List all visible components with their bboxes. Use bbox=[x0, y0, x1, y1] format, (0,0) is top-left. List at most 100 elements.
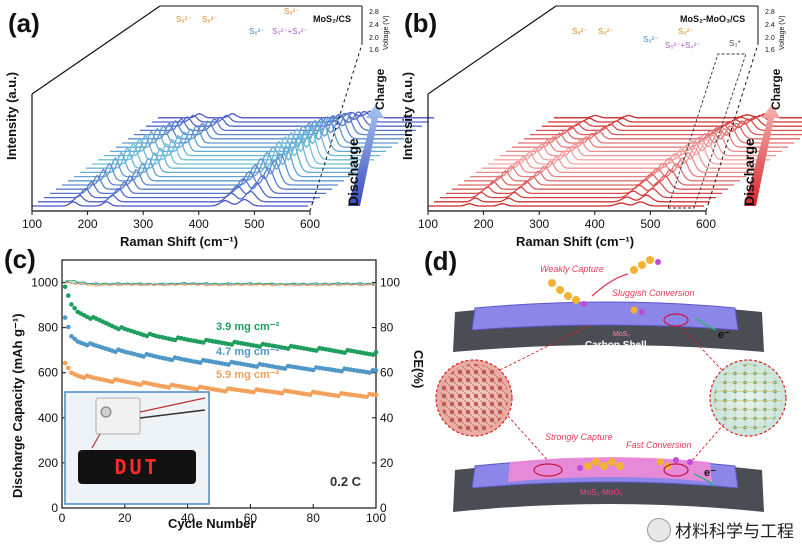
raman-spectrum-line bbox=[38, 190, 314, 203]
capacity-point bbox=[336, 393, 341, 399]
capacity-point bbox=[373, 392, 379, 398]
capacity-point bbox=[314, 348, 319, 353]
raman-spectrum-line bbox=[68, 153, 344, 182]
capacity-point bbox=[282, 366, 288, 371]
capacity-point bbox=[66, 324, 71, 330]
capacity-point bbox=[69, 334, 74, 339]
raman-spectrum-line bbox=[470, 157, 746, 178]
y-tick-label: 600 bbox=[38, 366, 58, 380]
raman-spectrum-line bbox=[50, 174, 326, 195]
raman-spectrum-line bbox=[458, 168, 734, 186]
led-display bbox=[78, 450, 196, 484]
panel-c-letter: (c) bbox=[4, 244, 36, 274]
raman-spectrum-line bbox=[494, 138, 770, 161]
panel-a: (a) Intensity (a.u.) 100 200 300 400 500 600 … bbox=[4, 5, 434, 249]
raman-spectrum-line bbox=[506, 131, 782, 153]
y-tick-label: 200 bbox=[38, 456, 58, 470]
capacity-point bbox=[166, 385, 172, 390]
peak-label: S₈²⁻ bbox=[572, 27, 588, 36]
watermark: 材料科学与工程 bbox=[647, 517, 794, 542]
panel-b-stacked-spectra bbox=[428, 113, 802, 207]
voltage-tick: 1.6 bbox=[765, 47, 775, 54]
carbon-shell-label: Carbon Shell bbox=[585, 340, 647, 351]
panel-b-material: MoS₂-MoO₃/CS bbox=[680, 14, 745, 24]
panel-a-ylabel: Intensity (a.u.) bbox=[4, 72, 19, 160]
raman-spectrum-line bbox=[98, 126, 374, 161]
raman-spectrum-line bbox=[32, 198, 308, 207]
panel-c: (c) 0 20 40 60 80 100020040060080010000204060… bbox=[4, 244, 426, 531]
capacity-point bbox=[279, 390, 285, 396]
voltage-tick: 2.0 bbox=[765, 35, 775, 42]
capacity-point bbox=[257, 344, 263, 349]
y2-tick-label: 80 bbox=[380, 321, 394, 335]
peak-label: S₃* bbox=[729, 39, 741, 48]
panel-a-xlabel: Raman Shift (cm⁻¹) bbox=[120, 234, 238, 249]
x-tick-label: 100 bbox=[22, 217, 42, 231]
panel-a-stacked-spectra bbox=[32, 110, 434, 207]
panel-a-peak-labels: S₈²⁻ S₈²⁻ S₈²⁻ S₆²⁻ S₅²⁻+S₄²⁻ bbox=[176, 7, 308, 36]
material-label: MoS₂-MoO₃ bbox=[580, 488, 623, 497]
raman-spectrum-line bbox=[530, 120, 802, 136]
x-tick-label: 300 bbox=[529, 217, 549, 231]
charge-label: Charge bbox=[373, 68, 387, 110]
panel-a-letter: (a) bbox=[8, 8, 40, 38]
panel-a-xticks: 100 200 300 400 500 600 bbox=[22, 211, 320, 231]
panel-c-plot-frame bbox=[61, 259, 377, 509]
raman-spectrum-line bbox=[518, 125, 794, 144]
panel-b-xlabel: Raman Shift (cm⁻¹) bbox=[516, 234, 634, 249]
capacity-point bbox=[66, 293, 71, 298]
raman-spectrum-line bbox=[44, 182, 320, 199]
capacity-point bbox=[138, 382, 143, 388]
bottom-electrode: Carbon Shell MoS₂-MoO₃ Strongly Capture … bbox=[453, 432, 764, 521]
capacity-point bbox=[141, 354, 146, 359]
y2-tick-label: 60 bbox=[380, 366, 394, 380]
raman-spectrum-line bbox=[80, 141, 356, 174]
raman-spectrum-line bbox=[158, 110, 434, 119]
raman-spectrum-line bbox=[428, 201, 704, 207]
raman-spectrum-line bbox=[104, 123, 380, 157]
capacity-point bbox=[194, 387, 200, 392]
panel-d: (d) Carbon Shell MoS₂ Weakly Capture Slu… bbox=[424, 246, 787, 521]
panel-a-voltage-axis: 2.8 2.4 2.0 1.6 Voltage (V) bbox=[369, 9, 390, 54]
raman-spectrum-line bbox=[434, 194, 710, 203]
raman-spectrum-line bbox=[62, 160, 338, 186]
strongly-capture-label: Strongly Capture bbox=[545, 432, 613, 442]
raman-spectrum-line bbox=[134, 112, 410, 136]
raman-spectrum-line bbox=[440, 187, 716, 199]
wechat-logo-icon bbox=[647, 517, 671, 542]
peak-label: S₆²⁻ bbox=[249, 27, 264, 36]
raman-spectrum-line bbox=[110, 120, 386, 153]
panel-c-chart: 0 20 40 60 80 1000200400600800100002040608010… bbox=[31, 276, 400, 525]
capacity-point bbox=[285, 346, 291, 351]
x-tick-label: 200 bbox=[474, 217, 494, 231]
x-tick-label: 400 bbox=[585, 217, 605, 231]
capacity-point bbox=[342, 350, 347, 356]
y2-tick-label: 40 bbox=[380, 411, 394, 425]
raman-spectrum-line bbox=[74, 146, 350, 178]
discharge-label: Discharge bbox=[345, 138, 361, 206]
raman-spectrum-line bbox=[446, 181, 722, 195]
x-tick-label: 100 bbox=[366, 511, 386, 525]
device-photo-inset: DUT bbox=[64, 391, 210, 505]
raman-spectrum-line bbox=[524, 122, 800, 140]
capacity-point bbox=[229, 342, 234, 347]
panel-b-ylabel: Intensity (a.u.) bbox=[400, 72, 415, 160]
raman-spectrum-line bbox=[536, 118, 802, 132]
electron-label: e⁻ bbox=[704, 467, 716, 479]
peak-label: S₈²⁻ bbox=[176, 15, 192, 24]
raman-spectrum-line bbox=[548, 114, 802, 123]
peak-label: S₈²⁻ bbox=[678, 27, 694, 36]
y2-tick-label: 20 bbox=[380, 456, 394, 470]
carbon-shell-label: Carbon Shell bbox=[573, 510, 635, 521]
x-tick-label: 600 bbox=[300, 217, 320, 231]
raman-spectrum-line bbox=[488, 142, 764, 165]
panel-d-letter: (d) bbox=[424, 246, 457, 276]
panel-b: (b) Intensity (a.u.) 100 200 300 400 500 600 … bbox=[400, 5, 802, 249]
capacity-point bbox=[72, 305, 77, 311]
series-label: 4.7 mg cm⁻² bbox=[216, 346, 280, 358]
watermark-text: 材料科学与工程 bbox=[675, 522, 794, 542]
charge-label: Charge bbox=[769, 68, 783, 110]
fast-conversion-label: Fast Conversion bbox=[626, 440, 692, 450]
raman-spectrum-line bbox=[476, 152, 752, 174]
capacity-point bbox=[307, 392, 313, 398]
